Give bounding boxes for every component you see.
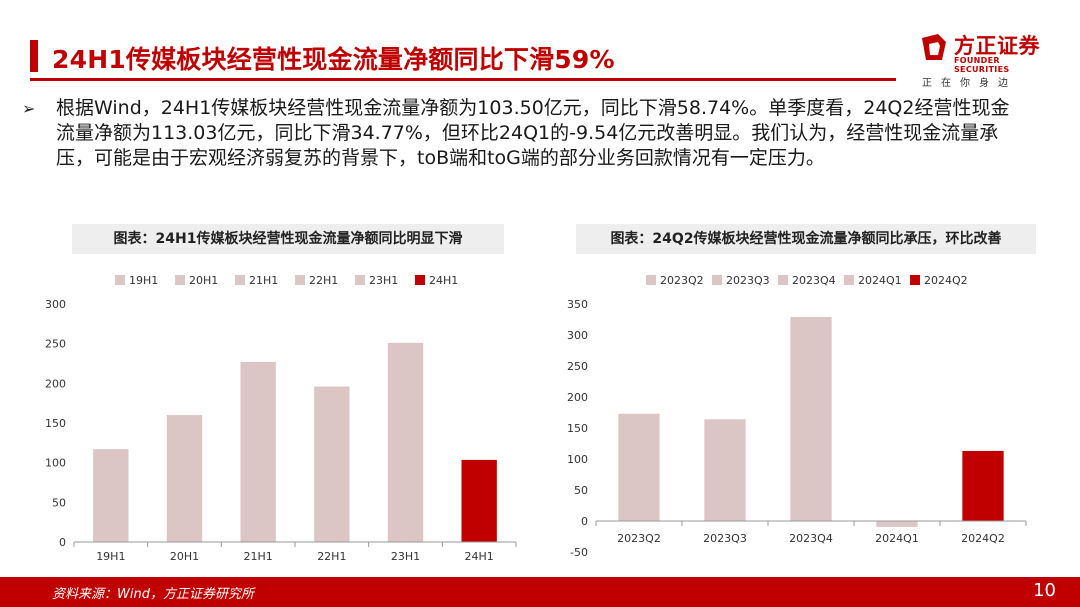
bar-2024Q1	[876, 521, 918, 527]
legend-label: 2023Q3	[726, 274, 770, 287]
legend-swatch	[646, 275, 656, 285]
legend-swatch	[844, 275, 854, 285]
page-number: 10	[1033, 580, 1056, 601]
y-tick-label: 50	[574, 484, 588, 497]
x-tick-label: 2023Q4	[789, 532, 833, 545]
y-tick-label: 150	[567, 422, 588, 435]
bar-2023Q3	[704, 419, 746, 521]
y-tick-label: 200	[567, 391, 588, 404]
x-tick-label: 2023Q3	[703, 532, 747, 545]
y-tick-label: 200	[45, 377, 66, 390]
legend-label: 24H1	[429, 274, 458, 287]
x-tick-label: 19H1	[96, 550, 125, 563]
y-tick-label: 0	[581, 515, 588, 528]
legend-label: 23H1	[369, 274, 398, 287]
logo-name-en: FOUNDER SECURITIES	[954, 56, 1010, 74]
x-tick-label: 22H1	[317, 550, 346, 563]
legend-swatch	[115, 275, 125, 285]
legend-label: 2024Q1	[858, 274, 902, 287]
y-tick-label: 0	[59, 536, 66, 549]
arrow-bullet-icon: ➢	[22, 99, 36, 118]
y-tick-label: 250	[45, 338, 66, 351]
bar-22H1	[314, 386, 350, 542]
legend-label: 2023Q4	[792, 274, 836, 287]
company-logo: 方正证券 FOUNDER SECURITIES 正在你身边	[914, 30, 1054, 90]
x-tick-label: 24H1	[465, 550, 494, 563]
bar-21H1	[240, 361, 276, 542]
legend-swatch	[415, 275, 425, 285]
x-tick-label: 23H1	[391, 550, 420, 563]
legend-swatch	[355, 275, 365, 285]
legend-swatch	[712, 275, 722, 285]
x-tick-label: 21H1	[244, 550, 273, 563]
y-tick-label: 350	[567, 298, 588, 311]
left-chart-title: 图表：24H1传媒板块经营性现金流量净额同比明显下滑	[72, 224, 504, 254]
logo-slogan: 正在你身边	[922, 78, 1017, 89]
title-underline	[30, 78, 896, 81]
data-source-note: 资料来源：Wind，方正证券研究所	[52, 587, 254, 602]
y-tick-label: 300	[567, 329, 588, 342]
founder-logo-icon	[922, 34, 946, 60]
x-tick-label: 20H1	[170, 550, 199, 563]
y-tick-label: 100	[567, 453, 588, 466]
title-accent-bar	[30, 40, 38, 72]
bar-20H1	[166, 415, 203, 542]
legend-label: 21H1	[249, 274, 278, 287]
legend-swatch	[235, 275, 245, 285]
bar-19H1	[93, 449, 129, 542]
legend-label: 19H1	[129, 274, 158, 287]
summary-bullet: ➢ 根据Wind，24H1传媒板块经营性现金流量净额为103.50亿元，同比下滑…	[22, 96, 1016, 171]
legend-swatch	[778, 275, 788, 285]
y-tick-label: -50	[570, 546, 588, 559]
bar-2023Q4	[790, 317, 832, 521]
legend-swatch	[910, 275, 920, 285]
footer-bar: 资料来源：Wind，方正证券研究所 10	[0, 577, 1080, 607]
logo-name-cn: 方正证券	[954, 34, 1040, 58]
x-tick-label: 2023Q2	[617, 532, 661, 545]
y-tick-label: 50	[52, 496, 66, 509]
summary-text: 根据Wind，24H1传媒板块经营性现金流量净额为103.50亿元，同比下滑58…	[56, 97, 1010, 169]
legend-label: 22H1	[309, 274, 338, 287]
y-tick-label: 150	[45, 417, 66, 430]
bar-2024Q2	[962, 450, 1004, 521]
quarterly-cashflow-bar-chart: 2023Q2 2023Q3 2023Q4 2024Q1 2024Q2 -50 0 50 100 1…	[567, 274, 1027, 559]
x-tick-label: 2024Q2	[961, 532, 1005, 545]
bar-24H1	[461, 459, 497, 542]
bar-2023Q2	[618, 413, 660, 521]
bar-23H1	[387, 342, 424, 542]
legend-label: 2024Q2	[924, 274, 968, 287]
y-tick-label: 250	[567, 360, 588, 373]
h1-cashflow-bar-chart: 19H1 20H1 21H1 22H1 23H1 24H1 0 50 100 150 200 250 3…	[45, 274, 517, 563]
y-tick-label: 300	[45, 298, 66, 311]
legend-label: 2023Q2	[660, 274, 704, 287]
right-chart-title: 图表：24Q2传媒板块经营性现金流量净额同比承压，环比改善	[576, 224, 1036, 254]
legend-swatch	[295, 275, 305, 285]
x-tick-label: 2024Q1	[875, 532, 919, 545]
legend-swatch	[175, 275, 185, 285]
page-title: 24H1传媒板块经营性现金流量净额同比下滑59%	[52, 45, 615, 74]
y-tick-label: 100	[45, 457, 66, 470]
legend-label: 20H1	[189, 274, 218, 287]
